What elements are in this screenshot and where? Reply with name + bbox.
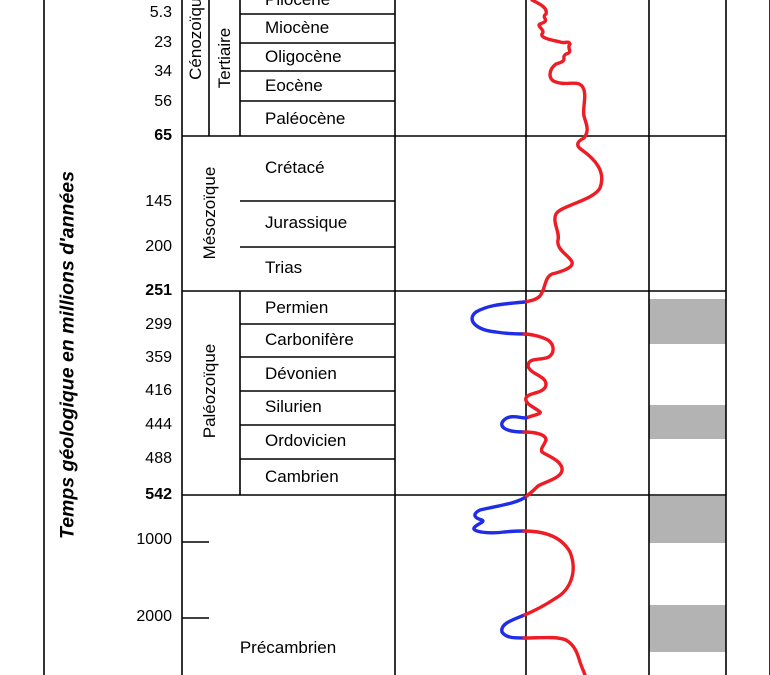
- cold-curve-segment: [472, 496, 526, 535]
- period-label: Carbonifère: [265, 330, 354, 349]
- tick-label: 251: [145, 282, 172, 299]
- glaciation-band: [649, 405, 726, 439]
- era-label-precambrien: Précambrien: [239, 638, 337, 657]
- period-label: Pliocène: [242, 0, 394, 10]
- era-label-tertiaire: Tertiaire: [215, 27, 234, 89]
- tick-label: 145: [145, 193, 172, 210]
- cold-curve-segment: [500, 614, 526, 640]
- glaciation-band: [649, 496, 726, 543]
- tick-label: 23: [154, 34, 172, 51]
- cold-curve-segment: [500, 415, 528, 434]
- warm-curve-segment: [520, 529, 575, 618]
- tick-label: 1000: [136, 531, 172, 548]
- era-label-cenozoique: Cénozoïque: [186, 0, 205, 80]
- warm-curve-segment: [522, 430, 564, 500]
- tick-label: 542: [145, 486, 172, 503]
- grid-lines: [43, 0, 770, 675]
- tick-label: 65: [154, 127, 172, 144]
- tick-label: 299: [145, 316, 172, 333]
- cold-curve-segment: [470, 300, 526, 336]
- period-label: Dévonien: [265, 364, 337, 383]
- warm-curve-segment: [522, 0, 604, 304]
- warm-curve-segment: [522, 635, 587, 675]
- tick-label: 359: [145, 349, 172, 366]
- glaciation-band: [649, 605, 726, 652]
- period-label: Silurien: [265, 397, 322, 416]
- period-label: Trias: [265, 258, 303, 277]
- tick-label: 56: [154, 93, 172, 110]
- era-label-mesozoique: Mésozoïque: [200, 166, 219, 260]
- warm-curve-segment: [522, 332, 555, 420]
- tick-label: 2000: [136, 608, 172, 625]
- period-label: Crétacé: [265, 158, 325, 177]
- temperature-curve: [470, 0, 604, 675]
- tick-label: 5.3: [149, 4, 172, 21]
- period-label: Jurassique: [265, 213, 348, 232]
- tick-label: 488: [145, 450, 172, 467]
- period-label: Eocène: [265, 76, 323, 95]
- period-label: Permien: [265, 298, 329, 317]
- y-axis-title: Temps géologique en millions d'années: [56, 171, 79, 539]
- era-label-paleozoique: Paléozoïque: [200, 343, 219, 439]
- period-label: Oligocène: [265, 47, 342, 66]
- tick-label: 34: [154, 63, 172, 80]
- tick-label: 444: [145, 416, 172, 433]
- period-label: Paléocène: [265, 109, 346, 128]
- period-label: Cambrien: [265, 467, 339, 486]
- tick-label: 416: [145, 382, 172, 399]
- period-label: Ordovicien: [265, 431, 347, 450]
- tick-label: 200: [145, 238, 172, 255]
- glaciation-band: [649, 299, 726, 344]
- period-label: Miocène: [265, 18, 330, 37]
